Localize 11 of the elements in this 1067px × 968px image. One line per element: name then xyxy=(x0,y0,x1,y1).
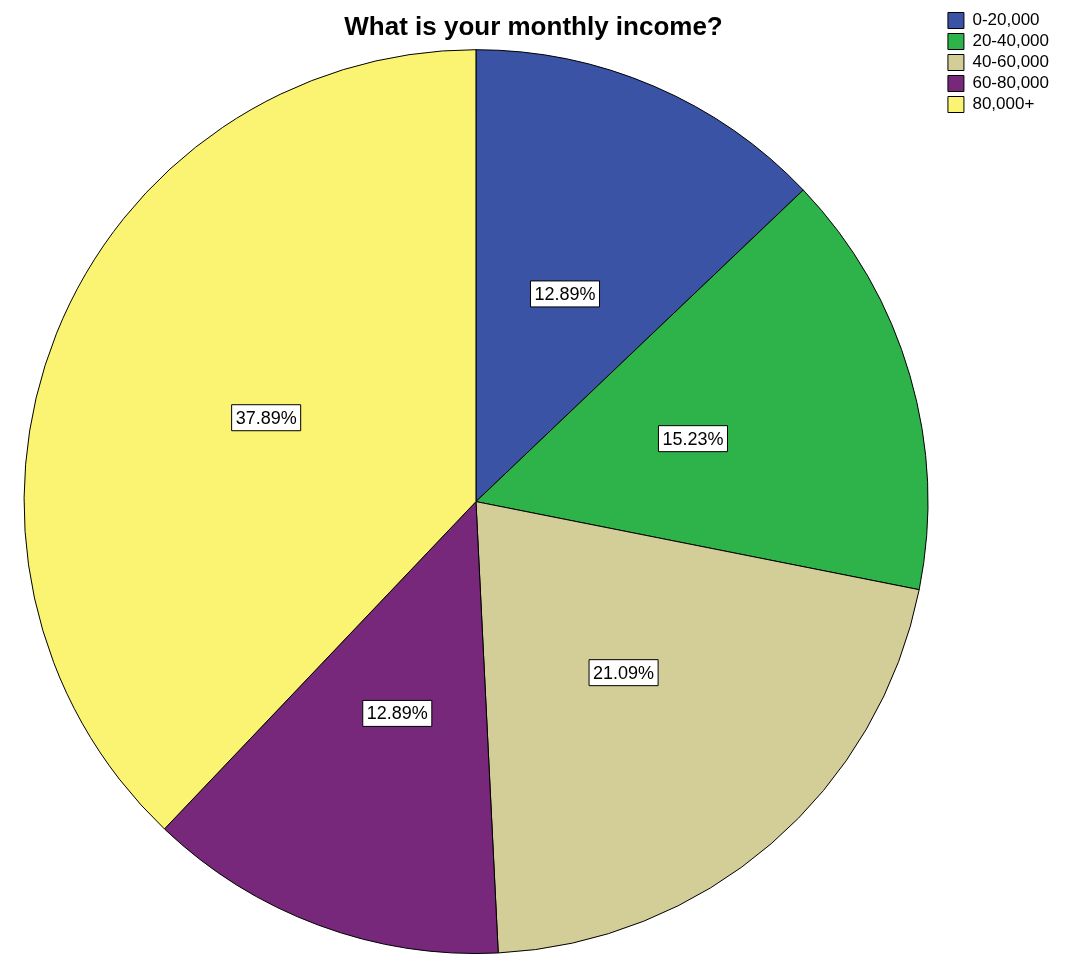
legend-label: 0-20,000 xyxy=(972,10,1040,30)
legend-label: 80,000+ xyxy=(972,94,1035,114)
legend-label: 20-40,000 xyxy=(972,31,1050,51)
legend-label: 40-60,000 xyxy=(972,52,1050,72)
data-label: 15.23% xyxy=(662,428,724,449)
legend-label: 60-80,000 xyxy=(972,73,1050,93)
data-label: 21.09% xyxy=(593,662,655,683)
data-label: 37.89% xyxy=(235,407,297,428)
data-label: 12.89% xyxy=(366,703,428,724)
chart-title: What is your monthly income? xyxy=(344,10,723,41)
data-label: 12.89% xyxy=(534,283,596,304)
